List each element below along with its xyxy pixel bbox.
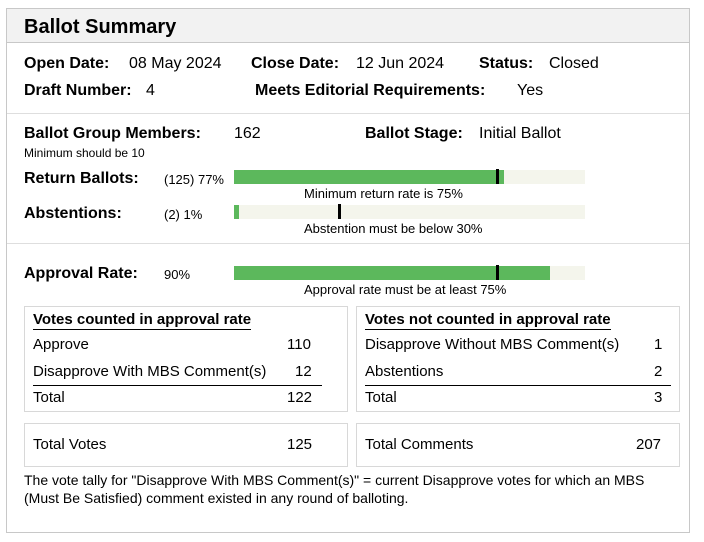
votes-not-counted-box: Votes not counted in approval rate Disap… bbox=[356, 306, 680, 412]
total-votes-label: Total Votes bbox=[33, 436, 107, 453]
abstentions-label: Abstentions: bbox=[24, 205, 122, 222]
ballot-group-members-value: 162 bbox=[234, 125, 261, 142]
return-rate-note: Minimum return rate is 75% bbox=[304, 186, 463, 201]
status-label: Status: bbox=[479, 55, 534, 72]
meets-editorial-value: Yes bbox=[517, 82, 544, 99]
footnote: The vote tally for "Disapprove With MBS … bbox=[24, 472, 645, 506]
total-comments-label: Total Comments bbox=[365, 436, 474, 453]
abstentions-value: (2) 1% bbox=[164, 207, 203, 222]
approval-rate-bar bbox=[234, 265, 585, 280]
panel-header: Ballot Summary bbox=[7, 9, 689, 43]
abstention-threshold-marker bbox=[338, 204, 342, 219]
total-votes-box: Total Votes 125 bbox=[24, 423, 348, 467]
return-ballots-label: Return Ballots: bbox=[24, 170, 139, 187]
not-counted-total-value: 3 bbox=[654, 389, 663, 406]
total-comments-value: 207 bbox=[636, 436, 662, 453]
members-note: Minimum should be 10 bbox=[24, 146, 145, 160]
abstentions-bar-fill bbox=[234, 205, 239, 219]
page-title: Ballot Summary bbox=[24, 16, 177, 38]
ballot-group-members-label: Ballot Group Members: bbox=[24, 125, 201, 142]
draft-number-label: Draft Number: bbox=[24, 82, 132, 99]
counted-total-value: 122 bbox=[287, 389, 313, 406]
abstentions-row-label: Abstentions bbox=[365, 363, 444, 380]
ballot-stage-label: Ballot Stage: bbox=[365, 125, 463, 142]
approval-rate-bar-fill bbox=[234, 266, 550, 280]
counted-total-label: Total bbox=[33, 389, 65, 406]
return-ballots-bar bbox=[234, 169, 585, 184]
open-date-value: 08 May 2024 bbox=[129, 55, 222, 72]
return-threshold-marker bbox=[496, 169, 500, 184]
total-rule bbox=[33, 385, 322, 386]
disapprove-mbs-count: 12 bbox=[295, 363, 312, 380]
return-ballots-bar-fill bbox=[234, 170, 505, 184]
abstentions-row-count: 2 bbox=[654, 363, 663, 380]
disapprove-no-mbs-count: 1 bbox=[654, 336, 663, 353]
draft-number-value: 4 bbox=[146, 82, 155, 99]
total-rule bbox=[365, 385, 671, 386]
votes-counted-title: Votes counted in approval rate bbox=[33, 311, 252, 330]
status-value: Closed bbox=[549, 55, 599, 72]
divider bbox=[7, 243, 689, 244]
ballot-stage-value: Initial Ballot bbox=[479, 125, 561, 142]
abstentions-bar bbox=[234, 204, 585, 219]
approval-rate-value: 90% bbox=[164, 267, 191, 282]
disapprove-mbs-label: Disapprove With MBS Comment(s) bbox=[33, 363, 267, 380]
divider bbox=[7, 113, 689, 114]
meets-editorial-label: Meets Editorial Requirements: bbox=[255, 82, 486, 99]
open-date-label: Open Date: bbox=[24, 55, 110, 72]
close-date-value: 12 Jun 2024 bbox=[356, 55, 445, 72]
approval-threshold-marker bbox=[496, 265, 500, 280]
approve-count: 110 bbox=[287, 336, 311, 353]
approval-rate-note: Approval rate must be at least 75% bbox=[304, 282, 507, 297]
close-date-label: Close Date: bbox=[251, 55, 340, 72]
ballot-summary-panel: Ballot Summary Open Date: 08 May 2024 Cl… bbox=[6, 8, 690, 533]
approval-rate-label: Approval Rate: bbox=[24, 265, 138, 282]
abstention-note: Abstention must be below 30% bbox=[304, 221, 483, 236]
return-ballots-value: (125) 77% bbox=[164, 172, 224, 187]
votes-not-counted-title: Votes not counted in approval rate bbox=[365, 311, 611, 330]
disapprove-no-mbs-label: Disapprove Without MBS Comment(s) bbox=[365, 336, 620, 353]
total-comments-box: Total Comments 207 bbox=[356, 423, 680, 467]
votes-counted-box: Votes counted in approval rate Approve 1… bbox=[24, 306, 348, 412]
total-votes-value: 125 bbox=[287, 436, 313, 453]
approve-label: Approve bbox=[33, 336, 89, 353]
not-counted-total-label: Total bbox=[365, 389, 397, 406]
